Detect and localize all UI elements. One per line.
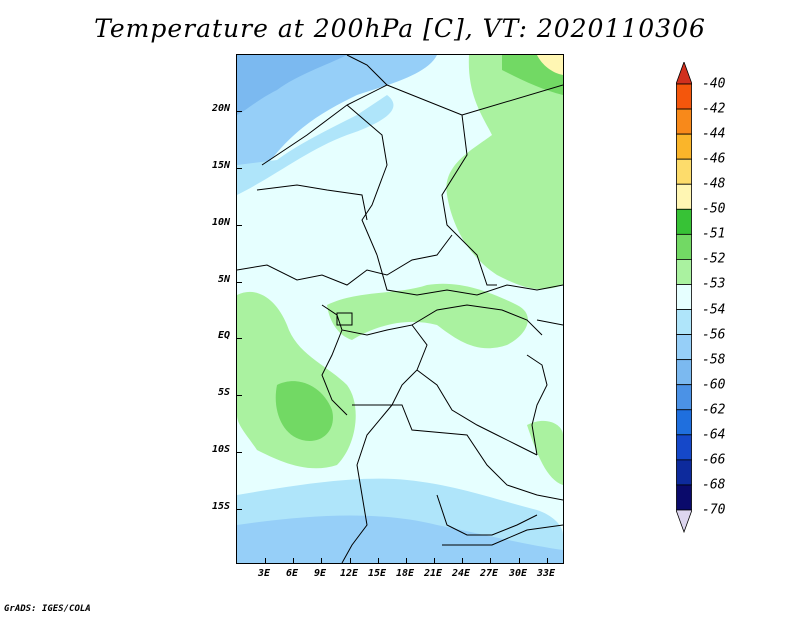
latitude-label: 15S [211,501,230,512]
longitude-tick [434,558,435,563]
longitude-tick [265,558,266,563]
colorbar-label: -68 [702,477,726,493]
colorbar-swatch [676,434,692,461]
colorbar-swatch [676,334,692,361]
latitude-tick [237,282,242,283]
colorbar-label: -52 [702,251,726,267]
latitude-tick [237,395,242,396]
green-west-dark [275,381,333,441]
longitude-label: 15E [367,568,387,579]
colorbar-label: -51 [702,226,726,242]
latitude-tick [237,338,242,339]
longitude-label: 12E [339,568,359,579]
longitude-label: 30E [508,568,528,579]
colorbar-label: -62 [702,402,726,418]
longitude-label: 9E [313,568,327,579]
colorbar-label: -56 [702,327,726,343]
colorbar-label: -48 [702,176,726,192]
yellow-corner [537,55,563,75]
latitude-label: 5N [217,274,230,285]
colorbar-bottom-arrow [675,509,693,534]
longitude-label: 27E [479,568,499,579]
latitude-label: EQ [217,330,230,341]
colorbar-scale [675,60,693,534]
temperature-field [237,55,563,563]
longitude-label: 18E [395,568,415,579]
colorbar-label: -53 [702,276,726,292]
latitude-tick [237,225,242,226]
colorbar-swatch [676,208,692,235]
light-blue-west [237,95,394,195]
colorbar-label: -60 [702,377,726,393]
blue-region-north-dark [237,55,347,115]
colorbar-swatch [676,409,692,436]
colorbar-swatch [676,309,692,335]
colorbar-top-arrow [675,60,693,85]
colorbar-label: -58 [702,352,726,368]
longitude-label: 21E [423,568,443,579]
colorbar-label: -66 [702,452,726,468]
chart-title: Temperature at 200hPa [C], VT: 202011030… [94,14,706,43]
latitude-tick [237,509,242,510]
colorbar-label: -42 [702,101,726,117]
colorbar-label: -46 [702,151,726,167]
longitude-label: 3E [257,568,271,579]
blue-south [237,515,563,563]
colorbar [675,60,693,566]
green-east [527,420,563,485]
latitude-label: 20N [211,103,230,114]
longitude-tick [462,558,463,563]
latitude-tick [237,168,242,169]
latitude-label: 15N [211,160,230,171]
longitude-label: 33E [536,568,556,579]
colorbar-swatch [676,359,692,386]
colorbar-label: -64 [702,427,726,443]
colorbar-label: -50 [702,201,726,217]
colorbar-swatch [676,133,692,160]
colorbar-swatch [676,83,692,110]
latitude-tick [237,111,242,112]
credit-text: GrADS: IGES/COLA [4,604,91,614]
colorbar-swatch [676,183,692,210]
latitude-label: 5S [217,387,230,398]
longitude-label: 24E [451,568,471,579]
longitude-tick [406,558,407,563]
country-borders [237,55,563,563]
colorbar-label: -44 [702,126,726,142]
latitude-label: 10N [211,217,230,228]
longitude-tick [293,558,294,563]
colorbar-swatch [676,384,692,411]
colorbar-label: -70 [702,502,726,518]
latitude-label: 10S [211,444,230,455]
longitude-tick [378,558,379,563]
colorbar-swatch [676,233,692,260]
longitude-tick [350,558,351,563]
longitude-tick [519,558,520,563]
map-panel [236,54,564,564]
colorbar-swatch [676,284,692,310]
colorbar-swatch [676,158,692,185]
colorbar-swatch [676,259,692,285]
longitude-tick [490,558,491,563]
longitude-tick [547,558,548,563]
longitude-tick [321,558,322,563]
colorbar-swatch [676,108,692,135]
longitude-label: 6E [285,568,299,579]
green-northeast [446,55,563,290]
colorbar-label: -54 [702,302,726,318]
colorbar-swatch [676,484,692,511]
latitude-tick [237,452,242,453]
colorbar-label: -40 [702,76,726,92]
colorbar-swatch [676,459,692,486]
